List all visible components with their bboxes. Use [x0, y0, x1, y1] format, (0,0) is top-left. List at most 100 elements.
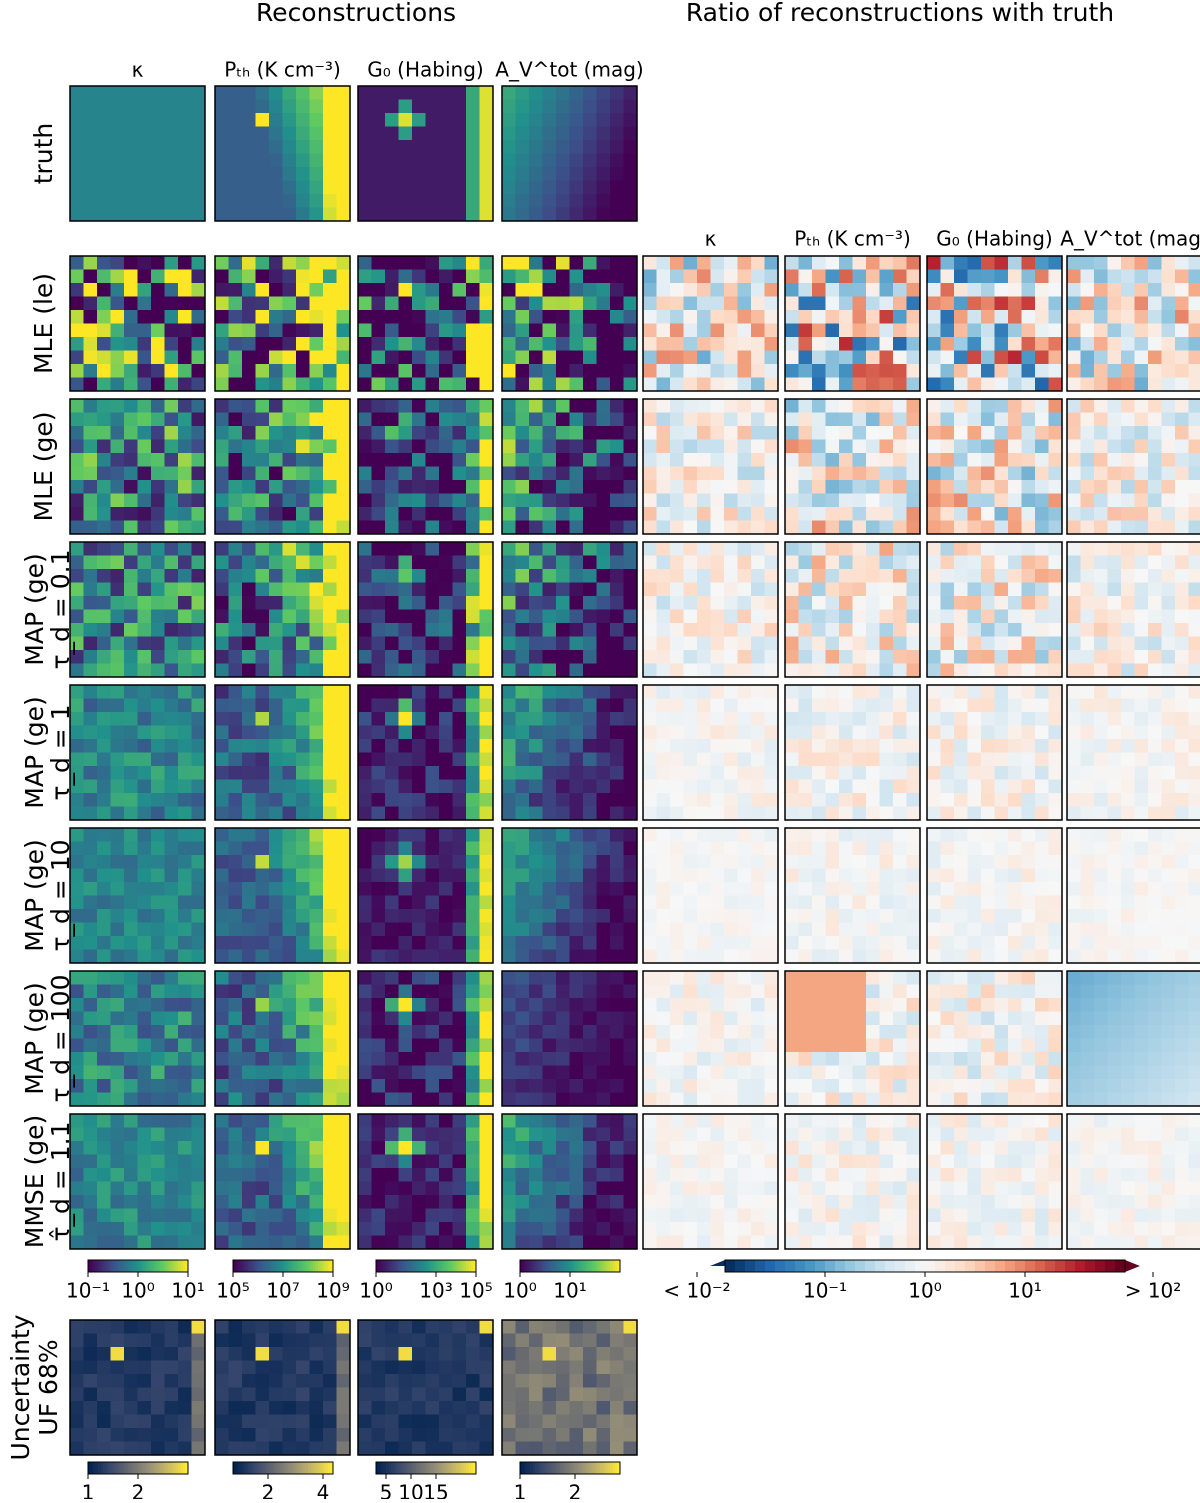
cell — [785, 507, 799, 521]
cell — [426, 936, 440, 950]
cell — [502, 310, 516, 324]
cell — [1189, 507, 1200, 521]
cell — [412, 507, 426, 521]
cell — [657, 869, 671, 883]
cell — [670, 426, 684, 440]
cell — [954, 378, 968, 392]
cell — [670, 480, 684, 494]
cell — [751, 1079, 765, 1093]
cell — [97, 413, 111, 427]
cell — [765, 351, 779, 365]
cell — [269, 583, 283, 597]
cell — [269, 780, 283, 794]
cell — [256, 842, 270, 856]
cell — [543, 100, 557, 114]
cell — [256, 699, 270, 713]
cell — [893, 507, 907, 521]
cell — [1067, 467, 1081, 481]
cell — [215, 882, 229, 896]
cell — [296, 828, 310, 842]
cell — [269, 971, 283, 985]
cell — [1049, 869, 1063, 883]
cell — [269, 650, 283, 664]
cell — [97, 753, 111, 767]
cell — [358, 324, 372, 338]
cell — [516, 936, 530, 950]
cell — [256, 685, 270, 699]
cell — [178, 650, 192, 664]
cell — [215, 453, 229, 467]
cell — [124, 739, 138, 753]
cell — [323, 699, 337, 713]
cell — [610, 283, 624, 297]
cell — [385, 1039, 399, 1053]
cell — [229, 828, 243, 842]
cell — [751, 1012, 765, 1026]
cell — [310, 337, 324, 351]
cell — [738, 467, 752, 481]
cell — [466, 610, 480, 624]
cell — [1008, 882, 1022, 896]
cell — [439, 521, 453, 535]
cell — [124, 194, 138, 208]
cell — [84, 140, 98, 154]
cell — [1175, 507, 1189, 521]
cell — [543, 882, 557, 896]
cell — [323, 86, 337, 100]
cell — [610, 1079, 624, 1093]
cell — [111, 154, 125, 168]
cell — [502, 998, 516, 1012]
cell — [670, 337, 684, 351]
cell — [97, 399, 111, 413]
ratio-heatmap — [785, 542, 921, 678]
cell — [893, 699, 907, 713]
cell — [670, 351, 684, 365]
cell — [697, 726, 711, 740]
cell — [1022, 855, 1036, 869]
cell — [1081, 712, 1095, 726]
cell — [372, 413, 386, 427]
cell — [968, 923, 982, 937]
cell — [178, 297, 192, 311]
cell — [1135, 494, 1149, 508]
cell — [941, 583, 955, 597]
cell — [242, 583, 256, 597]
cell — [256, 1012, 270, 1026]
cell — [358, 807, 372, 821]
cell — [907, 596, 921, 610]
cell — [1094, 337, 1108, 351]
cell — [1081, 753, 1095, 767]
cell — [853, 413, 867, 427]
cell — [1067, 664, 1081, 678]
cell — [1175, 685, 1189, 699]
cell — [178, 140, 192, 154]
cell — [968, 753, 982, 767]
cell — [570, 283, 584, 297]
cell — [111, 1025, 125, 1039]
cell — [765, 413, 779, 427]
cell — [502, 426, 516, 440]
cell — [192, 86, 206, 100]
cell — [358, 1093, 372, 1107]
cell — [358, 896, 372, 910]
cell — [597, 793, 611, 807]
cell — [643, 971, 657, 985]
cell — [192, 413, 206, 427]
cell — [1067, 521, 1081, 535]
cell — [697, 351, 711, 365]
cell — [1148, 324, 1162, 338]
cell — [880, 637, 894, 651]
cell — [372, 950, 386, 964]
cell — [466, 413, 480, 427]
cell — [296, 1025, 310, 1039]
cell — [439, 270, 453, 284]
cell — [570, 494, 584, 508]
cell — [399, 208, 413, 222]
cell — [711, 985, 725, 999]
cell — [502, 1012, 516, 1026]
cell — [751, 569, 765, 583]
cell — [826, 351, 840, 365]
cell — [165, 807, 179, 821]
cell — [1121, 923, 1135, 937]
cell — [1135, 793, 1149, 807]
